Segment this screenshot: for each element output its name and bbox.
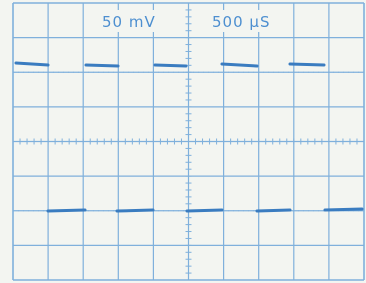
trace-high xyxy=(16,63,48,65)
volts-label: 50 mV xyxy=(102,13,156,31)
trace-low xyxy=(257,210,290,211)
trace-high xyxy=(155,65,186,66)
oscilloscope-screen: 50 mV 500 µS xyxy=(0,0,366,283)
trace-high xyxy=(86,65,118,66)
trace-low xyxy=(48,210,85,211)
trace-high xyxy=(222,64,257,66)
trace-low xyxy=(187,210,222,211)
trace-low xyxy=(325,209,362,210)
trace-high xyxy=(290,64,324,65)
page: 50 mV 500 µS (() => { const data = JSON.… xyxy=(0,0,366,283)
trace-low xyxy=(117,210,153,211)
time-label: 500 µS xyxy=(212,13,270,31)
